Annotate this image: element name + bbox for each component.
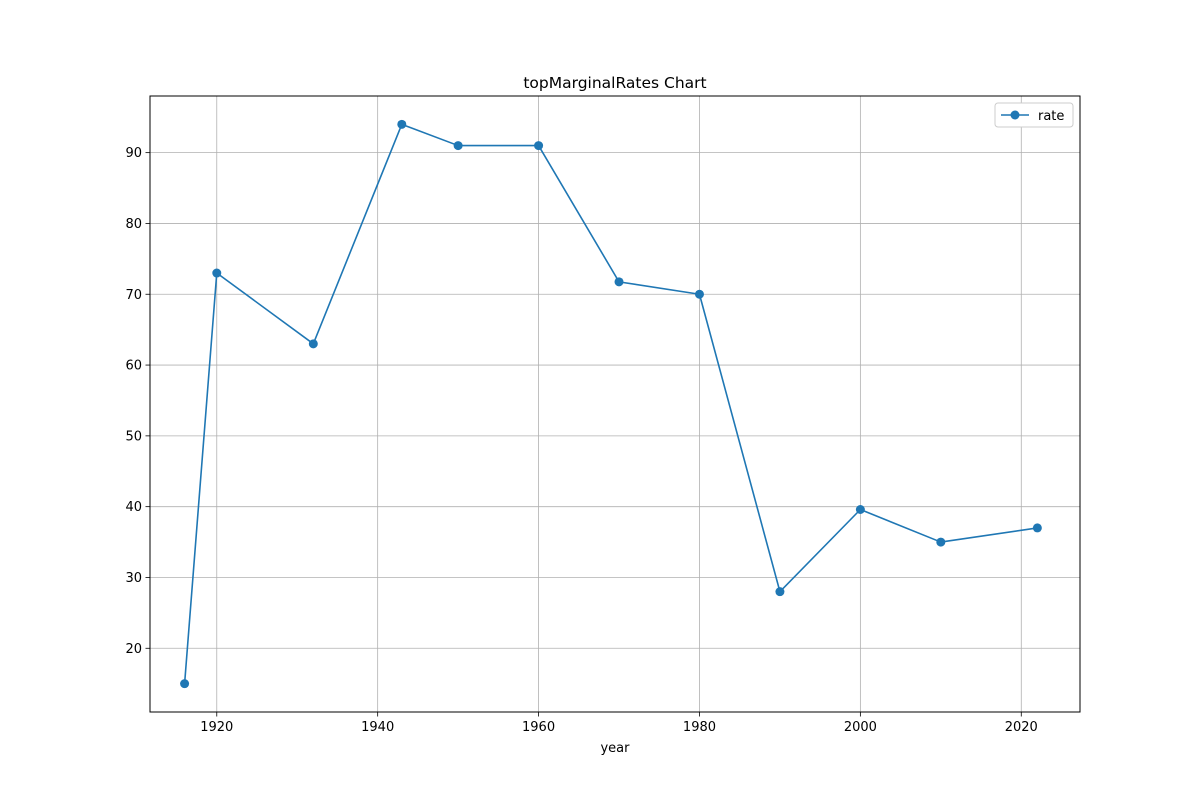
y-tick-label: 50	[125, 429, 142, 444]
y-tick-label: 90	[125, 146, 142, 161]
y-axis-ticks: 20 30 40 50 60 70 80 90	[125, 146, 150, 657]
y-tick-label: 30	[125, 571, 142, 586]
x-tick-label: 1920	[200, 720, 233, 735]
data-point	[694, 289, 704, 299]
grid-lines	[150, 96, 1080, 712]
y-tick-label: 20	[125, 642, 142, 657]
y-tick-label: 60	[125, 359, 142, 374]
legend-series-marker	[1010, 110, 1020, 120]
series-layer	[180, 119, 1042, 689]
legend-label-rate: rate	[1038, 109, 1064, 124]
x-tick-label: 2000	[844, 720, 877, 735]
legend-box	[994, 102, 1074, 128]
data-point	[775, 587, 785, 597]
data-point	[855, 504, 865, 514]
data-point	[614, 277, 624, 287]
x-axis-ticks: 1920 1940 1960 1980 2000 2020	[200, 712, 1038, 735]
plot-frame	[149, 95, 1081, 713]
data-point	[308, 339, 318, 349]
data-point	[1032, 523, 1042, 533]
data-point	[212, 268, 222, 278]
data-point	[180, 679, 190, 689]
data-point	[397, 119, 407, 129]
x-tick-label: 1980	[683, 720, 716, 735]
x-tick-label: 1940	[361, 720, 394, 735]
x-tick-label: 1960	[522, 720, 555, 735]
legend: rate	[994, 102, 1074, 128]
y-tick-label: 80	[125, 217, 142, 232]
y-tick-label: 40	[125, 500, 142, 515]
x-tick-label: 2020	[1005, 720, 1038, 735]
data-point	[534, 141, 544, 151]
x-axis-label: year	[600, 741, 630, 756]
data-point	[453, 141, 463, 151]
y-tick-label: 70	[125, 288, 142, 303]
data-point	[936, 537, 946, 547]
chart-title: topMarginalRates Chart	[523, 74, 706, 92]
series-line-rate	[183, 123, 1038, 684]
